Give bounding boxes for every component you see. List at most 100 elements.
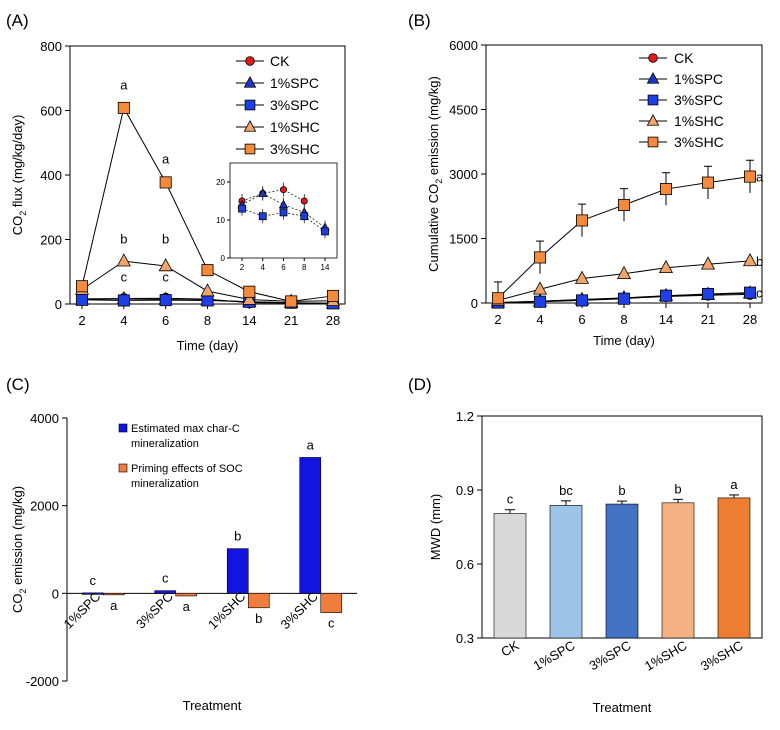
legend-label: 1%SPC [674,71,723,87]
legend-marker [244,99,256,111]
y-tick-label: 3000 [449,167,478,182]
significance-letter: b [756,254,763,269]
significance-letter: a [183,599,191,614]
bar [605,503,639,639]
y-tick-label: 0.9 [456,483,474,498]
data-point [158,258,173,272]
data-point [534,251,547,264]
significance-letter: b [120,231,127,246]
y-tick-label: 2000 [30,499,59,514]
inset-data-point [279,186,287,194]
significance-letter: a [756,170,764,185]
x-tick-label: 1%SHC [205,589,248,632]
significance-letter: a [307,437,315,452]
x-tick-label: 3%SHC [278,589,321,632]
data-point [532,281,548,295]
data-point [702,176,715,189]
panel-label: (D) [408,375,432,394]
y-tick-label: 0.3 [456,631,474,646]
inset-x-tick-label: 8 [302,263,307,272]
y-tick-label: 4000 [30,411,59,426]
inset-x-tick-label: 2 [240,263,245,272]
significance-letter: a [110,598,118,613]
data-point [744,170,757,183]
x-tick-label: 8 [620,312,627,327]
x-tick-label: 14 [242,313,256,328]
legend-marker [245,56,255,66]
data-point [618,292,631,305]
data-point [159,176,172,189]
x-tick-label: 6 [578,312,585,327]
legend-label: Priming effects of SOC mineralization [131,463,243,490]
y-tick-label: 1500 [449,232,478,247]
inset-y-tick-label: 0 [221,254,226,263]
x-axis-label: Treatment [593,700,652,715]
bar [102,593,125,596]
data-point [576,214,589,227]
y-axis-label: Cumulative CO2 emission (mg/kg) [426,76,444,272]
data-point [618,198,631,211]
legend-marker [244,143,256,155]
bar [247,593,270,609]
x-tick-label: 8 [204,313,211,328]
significance-letter: c [162,571,169,586]
bar [299,457,322,594]
inset-x-tick-label: 4 [261,263,266,272]
significance-letter: c [162,269,169,284]
data-point [660,289,673,302]
x-tick-label: 3%SPC [133,589,176,632]
inset-data-point [278,199,289,209]
data-point [700,256,716,270]
significance-letter: b [162,231,169,246]
data-point [76,280,89,293]
y-tick-label: 400 [40,168,62,183]
data-point [326,289,339,302]
x-tick-label: 1%SPC [531,638,578,674]
x-tick-label: 6 [162,313,169,328]
x-tick-label: 1%SHC [642,638,690,674]
data-point [744,286,757,299]
legend-label: 1%SHC [270,119,320,135]
x-tick-label: 21 [284,313,298,328]
inset-series-line [241,189,305,202]
significance-letter: c [507,492,514,507]
inset-data-point [279,208,288,217]
legend-label: 3%SPC [674,92,723,108]
inset-x-tick-label: 6 [281,263,286,272]
bar [320,593,343,613]
bar [493,513,527,639]
bar [175,593,198,597]
data-point [242,291,257,305]
x-tick-label: 2 [494,312,501,327]
significance-letter: c [328,616,335,631]
x-tick-label: 14 [659,312,673,327]
legend-label: CK [270,53,290,69]
data-point [576,294,589,307]
bar [154,590,177,594]
data-point [117,101,130,114]
data-point [116,253,131,267]
data-point [200,283,215,297]
x-tick-label: 28 [326,313,340,328]
legend-marker [647,136,659,148]
bar [717,497,751,639]
significance-letter: b [255,611,262,626]
x-tick-label: 2 [78,313,85,328]
inset-data-point [300,212,309,221]
legend-marker [648,53,658,63]
y-tick-label: 0 [471,296,478,311]
legend-label: 3%SHC [674,134,724,150]
data-point [491,292,504,305]
legend-swatch [118,423,128,433]
y-tick-label: 6000 [449,38,478,53]
data-point [660,183,673,196]
data-point [534,295,547,308]
x-tick-label: 4 [120,313,127,328]
x-tick-label: 3%SHC [698,638,746,674]
y-tick-label: 4500 [449,103,478,118]
data-point [159,294,172,307]
inset-data-point [300,197,308,205]
panel-label: (C) [6,375,30,394]
x-tick-label: 3%SPC [587,638,634,674]
